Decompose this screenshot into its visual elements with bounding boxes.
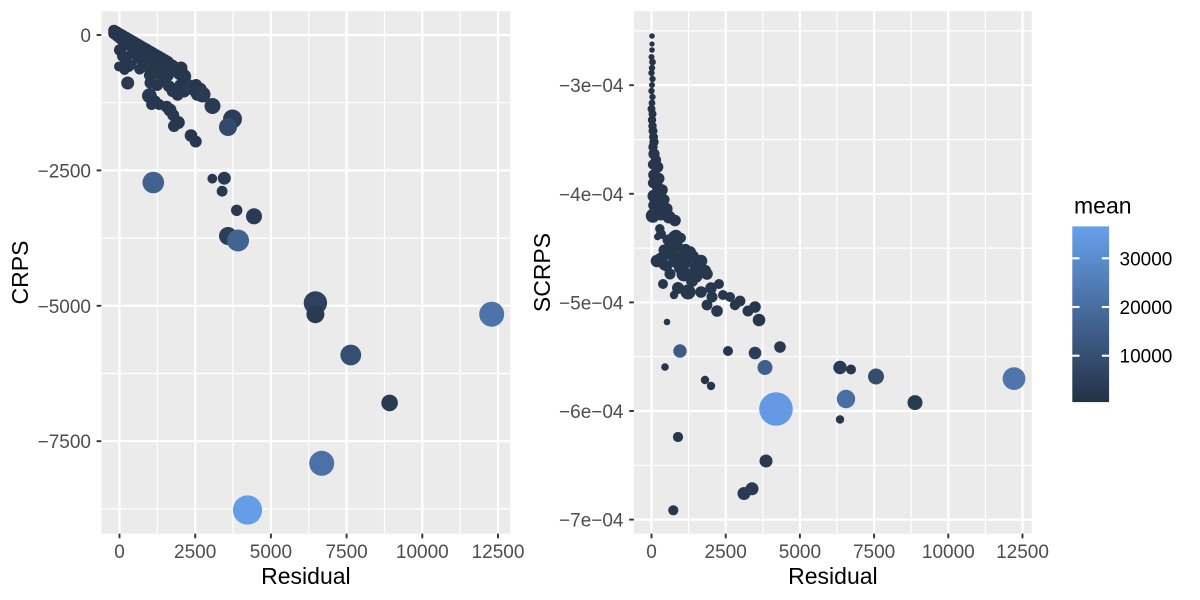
svg-text:10000: 10000 [1120,347,1173,368]
svg-text:2500: 2500 [705,542,747,563]
svg-text:Residual: Residual [261,563,351,589]
svg-text:30000: 30000 [1120,249,1173,270]
svg-text:20000: 20000 [1120,298,1173,319]
svg-text:0: 0 [114,542,125,563]
svg-text:mean: mean [1074,193,1132,219]
svg-text:−3e−04: −3e−04 [559,76,624,97]
svg-text:−5e−04: −5e−04 [559,293,624,314]
svg-text:Residual: Residual [788,563,878,589]
svg-text:12500: 12500 [472,542,525,563]
svg-text:−7500: −7500 [38,432,91,453]
svg-text:12500: 12500 [996,542,1049,563]
svg-text:10000: 10000 [396,542,449,563]
svg-text:7500: 7500 [853,542,895,563]
svg-text:CRPS: CRPS [7,241,33,305]
svg-text:5000: 5000 [250,542,292,563]
svg-text:5000: 5000 [779,542,821,563]
svg-text:0: 0 [646,542,657,563]
svg-text:−6e−04: −6e−04 [559,402,624,423]
svg-text:2500: 2500 [174,542,216,563]
svg-text:−4e−04: −4e−04 [559,185,624,206]
svg-text:0: 0 [80,26,91,47]
svg-text:−5000: −5000 [38,297,91,318]
svg-text:10000: 10000 [922,542,975,563]
svg-text:−2500: −2500 [38,161,91,182]
svg-text:SCRPS: SCRPS [529,233,555,312]
svg-text:7500: 7500 [325,542,367,563]
svg-text:−7e−04: −7e−04 [559,511,624,532]
